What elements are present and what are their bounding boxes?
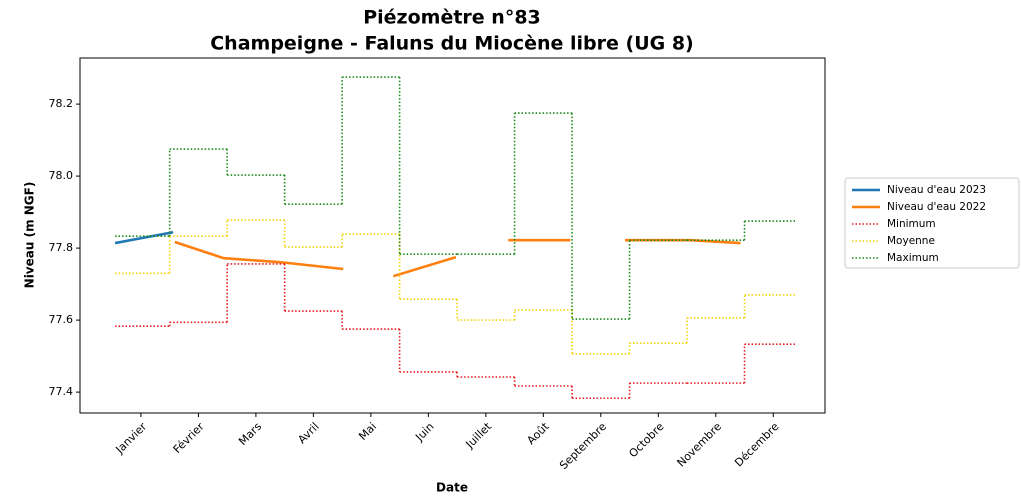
y-tick-label: 77.6 (49, 313, 74, 326)
legend-label: Niveau d'eau 2022 (887, 201, 986, 213)
legend-box (844, 177, 1020, 269)
y-tick-label: 77.8 (49, 241, 74, 254)
x-tick-label: Novembre (675, 420, 725, 470)
y-axis-label: Niveau (m NGF) (23, 182, 37, 289)
legend-label: Minimum (887, 218, 936, 230)
x-axis-label: Date (436, 481, 468, 495)
x-tick-label: Février (171, 420, 207, 456)
y-tick-label: 78.0 (49, 169, 74, 182)
legend-label: Moyenne (887, 235, 935, 247)
level-line (114, 230, 174, 245)
y-tick-label: 78.2 (49, 97, 74, 110)
x-tick-label: Octobre (626, 420, 666, 460)
chart-subtitle: Champeigne - Faluns du Miocène libre (UG… (210, 33, 694, 55)
x-tick-label: Juillet (463, 420, 495, 452)
level-line (174, 240, 344, 271)
level-line (624, 238, 741, 245)
x-tick-label: Mars (236, 420, 264, 448)
x-tick-label: Mai (356, 420, 379, 443)
legend-label: Maximum (887, 252, 939, 264)
x-tick-label: Décembre (732, 420, 782, 470)
x-tick-label: Août (524, 420, 552, 448)
x-tick-label: Janvier (113, 420, 150, 457)
x-tick-label: Avril (295, 420, 321, 446)
x-tick-label: Septembre (557, 420, 609, 472)
level-line (392, 255, 457, 278)
plot-frame (79, 57, 826, 414)
x-tick-label: Juin (412, 420, 436, 444)
legend-label: Niveau d'eau 2023 (887, 184, 986, 196)
y-tick-label: 77.4 (49, 385, 74, 398)
chart-title: Piézomètre n°83 (363, 7, 541, 29)
